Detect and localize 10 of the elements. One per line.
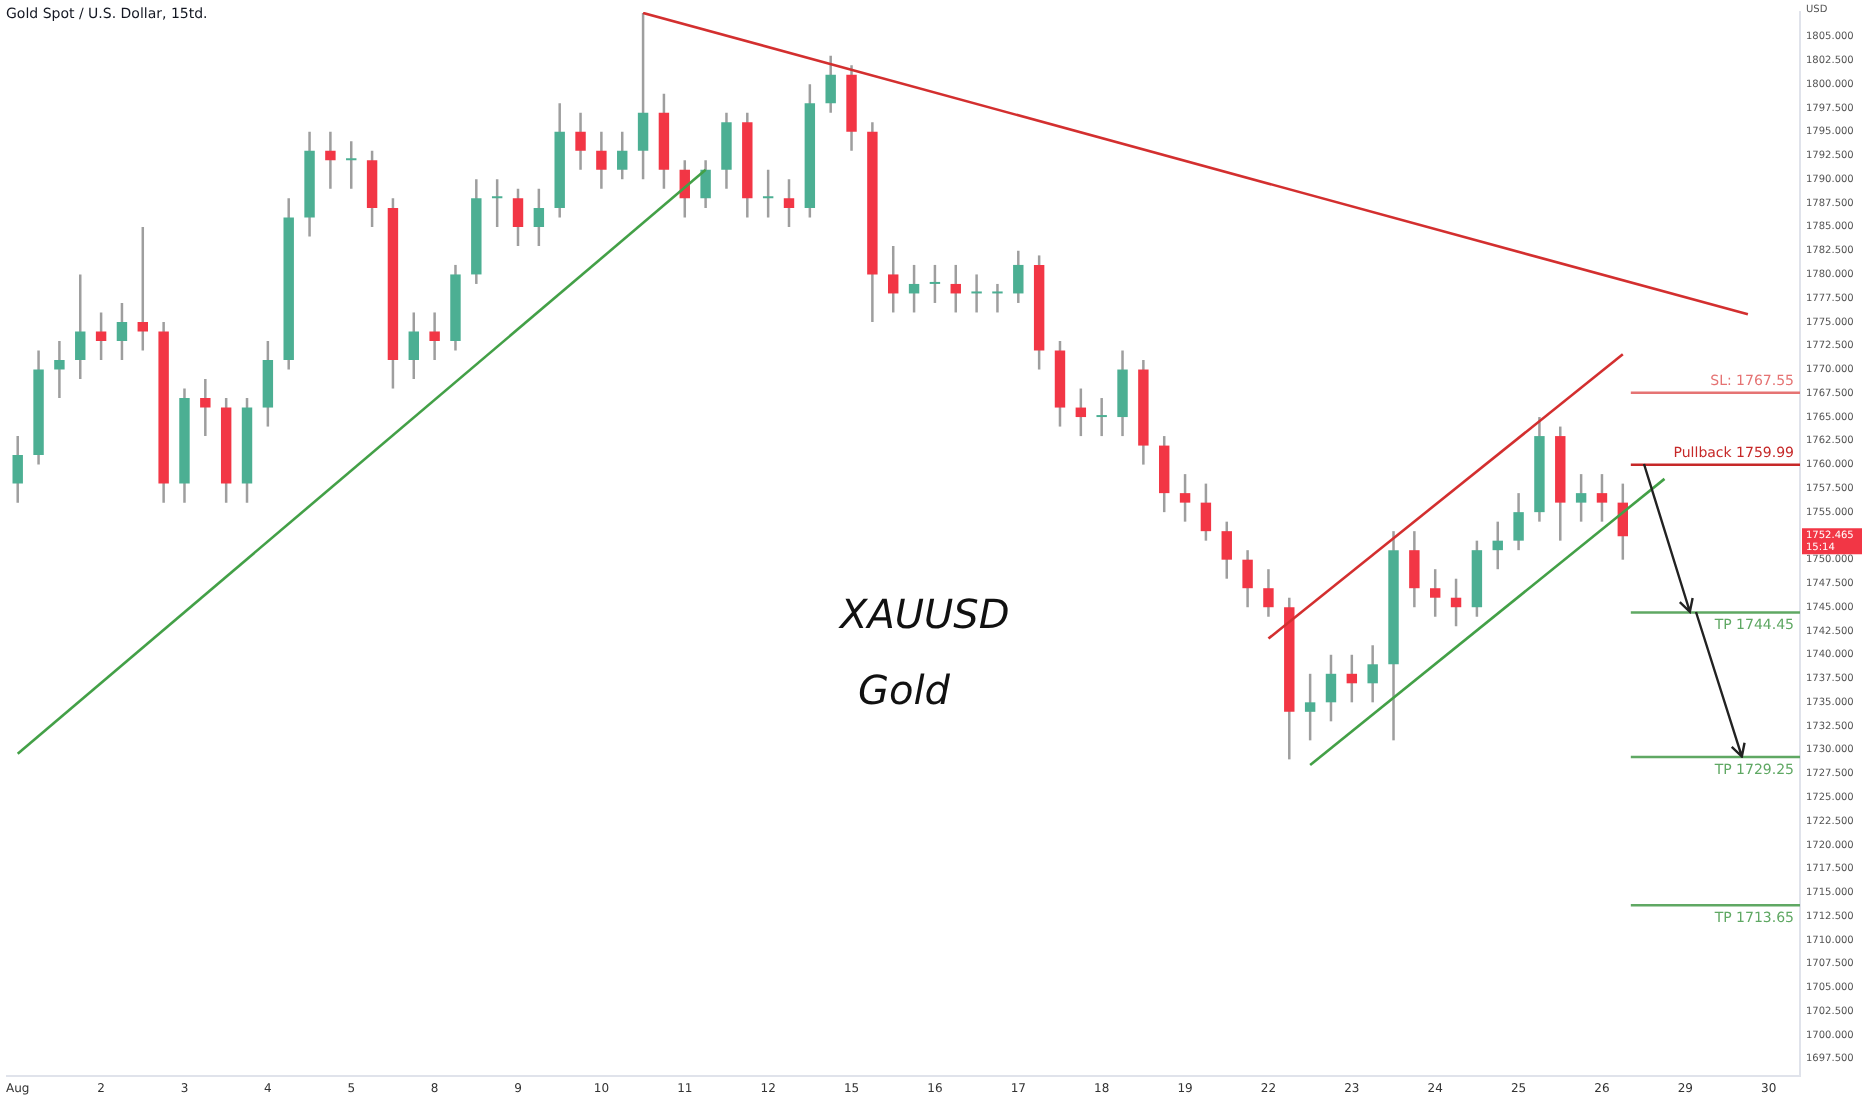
annotation: XAUUSD bbox=[840, 590, 1010, 638]
candlestick bbox=[54, 340, 65, 399]
annotation: Gold bbox=[858, 666, 950, 714]
candlestick bbox=[1492, 521, 1503, 570]
candlestick bbox=[325, 131, 336, 189]
candlestick bbox=[1096, 398, 1107, 437]
candlestick bbox=[971, 274, 982, 313]
candlestick bbox=[992, 283, 1003, 313]
candlestick bbox=[429, 312, 440, 361]
candlestick bbox=[200, 379, 211, 437]
